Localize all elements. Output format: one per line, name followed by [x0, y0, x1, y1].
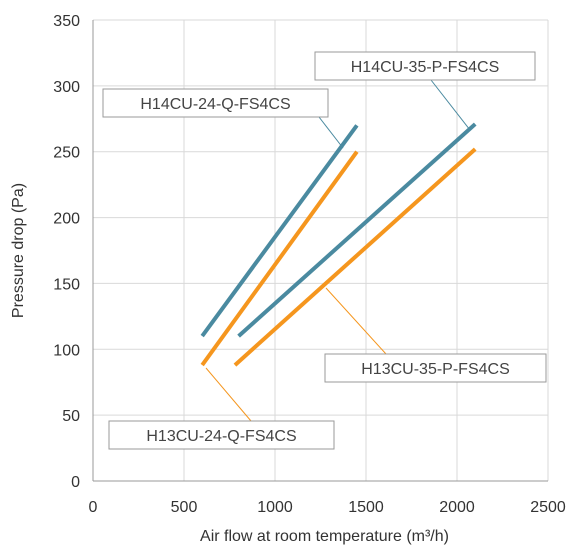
- y-tick-label: 250: [53, 145, 80, 162]
- y-axis-title: Pressure drop (Pa): [10, 183, 27, 318]
- x-tick-label: 2500: [530, 499, 566, 516]
- callout-box: [102, 88, 329, 118]
- callout-leader-line: [430, 79, 471, 131]
- x-tick-label: 500: [171, 499, 198, 516]
- series-label: H14CU-24-Q-FS4CS: [140, 96, 290, 113]
- series-lines: [200, 122, 477, 367]
- y-tick-label: 300: [53, 79, 80, 96]
- tick-labels: 0 500 1000 1500 2000 2500 0 50 100 150 200 250 300 35…: [53, 13, 566, 516]
- x-axis-title: Air flow at room temperature (m³/h): [200, 528, 449, 545]
- axes: [92, 20, 548, 482]
- callout-leader-line: [205, 367, 252, 422]
- series-label: H13CU-35-P-FS4CS: [361, 361, 509, 378]
- y-tick-label: 0: [71, 474, 80, 491]
- series-line: [200, 150, 359, 367]
- x-tick-label: 1000: [257, 499, 293, 516]
- x-tick-label: 1500: [348, 499, 384, 516]
- y-tick-label: 350: [53, 13, 80, 30]
- callout-leader-line: [318, 116, 344, 149]
- callout-box: [314, 51, 536, 81]
- callout-box: [324, 353, 547, 383]
- y-tick-label: 150: [53, 276, 80, 293]
- x-tick-label: 2000: [439, 499, 475, 516]
- y-tick-label: 50: [62, 408, 80, 425]
- y-tick-label: 100: [53, 342, 80, 359]
- series-label: H13CU-24-Q-FS4CS: [146, 428, 296, 445]
- callout-box: [108, 420, 335, 450]
- series-callouts: H14CU-24-Q-FS4CS H14CU-35-P-FS4CS H13CU-35…: [102, 51, 547, 450]
- x-tick-label: 0: [89, 499, 98, 516]
- callout-leader-line: [325, 287, 387, 355]
- series-line: [233, 147, 477, 367]
- y-tick-label: 200: [53, 211, 80, 228]
- series-line: [200, 124, 359, 338]
- series-label: H14CU-35-P-FS4CS: [351, 59, 499, 76]
- series-line: [237, 122, 477, 338]
